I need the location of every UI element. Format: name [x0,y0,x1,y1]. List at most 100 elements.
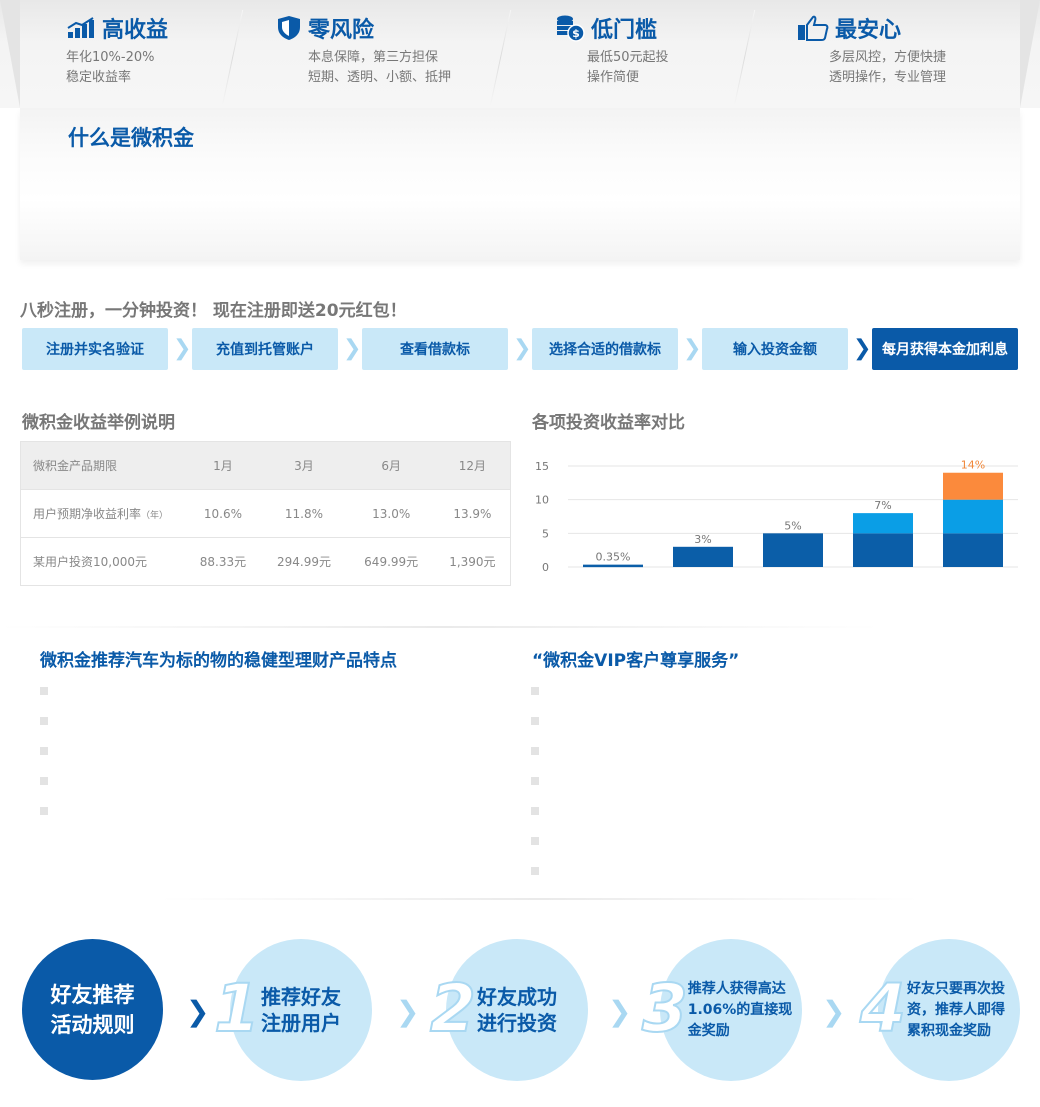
bullet-marker [531,717,539,725]
bullet-marker [531,747,539,755]
table-row-label: 某用户投资10,000元 [20,537,186,586]
bar-chart-icon [67,17,94,38]
register-steps: 注册并实名验证 ❯ 充值到托管账户 ❯ 查看借款标 ❯ 选择合适的借款标 ❯ 输… [22,328,1020,370]
step-register-verify[interactable]: 注册并实名验证 [22,328,168,370]
yield-comparison-chart: 0 5 10 15 0.35% 3% 5% 7% 14% [535,459,1018,574]
feature-peace-of-mind: 最安心 多层风控，方便快捷 透明操作，专业管理 [797,12,946,88]
chart-bar-segment [763,533,823,567]
table-row: 某用户投资10,000元 88.33元 294.99元 649.99元 1,39… [20,537,511,586]
feature-title: 零风险 [308,18,375,43]
table-header-cell: 12月 [434,441,511,490]
bullet-marker [531,867,539,875]
bullet-marker [40,807,48,815]
friend-step-line: 累积现金奖励 [907,1022,991,1039]
friend-step-2: 好友成功 进行投资 [446,939,588,1081]
chevron-right-icon: ❯ [853,336,872,361]
table-cell: 88.33元 [185,537,261,586]
chart-bar-segment [583,564,643,568]
table-header-row: 微积金产品期限 1月 3月 6月 12月 [20,441,511,490]
what-is-title: 什么是微积金 [68,126,194,150]
bullet-marker [40,747,48,755]
feature-divider [221,10,244,106]
feature-desc-line: 本息保障，第三方担保 [308,50,439,65]
section-divider [160,898,920,900]
product-features-title: 微积金推荐汽车为标的物的稳健型理财产品特点 [40,651,397,671]
chart-data-label: 3% [694,533,711,546]
friend-step-line: 好友只要再次投 [907,980,1005,997]
coins-icon: $ [557,15,585,42]
chart-y-tick-label: 0 [542,561,549,574]
step-view-loans[interactable]: 查看借款标 [362,328,508,370]
step-recharge[interactable]: 充值到托管账户 [192,328,338,370]
bullet-marker [40,717,48,725]
chevron-right-icon: ❯ [822,995,846,1028]
table-header-cell: 3月 [260,441,348,490]
feature-desc-line: 透明操作，专业管理 [829,70,947,85]
friend-step-line: 好友成功 [477,985,557,1009]
feature-desc-line: 多层风控，方便快捷 [829,50,947,65]
feature-desc-line: 最低50元起投 [587,50,669,65]
bullet-marker [531,807,539,815]
step-number: 4 [859,970,907,1047]
shield-icon [278,16,300,40]
table-cell: 10.6% [185,489,261,538]
chart-bar-segment [943,533,1003,567]
friend-rules-title-line: 活动规则 [50,1012,135,1037]
register-promo-title: 八秒注册，一分钟投资！ 现在注册即送20元红包！ [20,301,407,321]
chart-bar-segment [853,533,913,567]
chart-data-label: 0.35% [596,551,631,564]
yield-example-table: 微积金产品期限 1月 3月 6月 12月 用户预期净收益利率（年） 10.6% … [20,441,511,586]
chart-data-label: 7% [874,499,891,512]
step-choose-loan[interactable]: 选择合适的借款标 [532,328,678,370]
table-cell: 294.99元 [260,537,348,586]
feature-title: 高收益 [102,18,169,43]
svg-text:$: $ [572,27,580,40]
table-row-label: 用户预期净收益利率（年） [20,489,186,538]
bullet-marker [531,687,539,695]
chevron-right-icon: ❯ [343,336,362,361]
chart-data-label: 5% [784,519,801,532]
friend-step-4: 好友只要再次投 资，推荐人即得 累积现金奖励 [878,939,1020,1081]
friend-step-line: 资，推荐人即得 [907,1001,1005,1018]
chart-bar-segment [943,472,1003,500]
feature-desc-line: 稳定收益率 [66,70,132,85]
feature-low-threshold: $ 低门槛 最低50元起投 操作简便 [555,12,669,88]
step-monthly-return[interactable]: 每月获得本金加利息 [872,328,1018,370]
friend-rules-title-line: 好友推荐 [50,982,135,1007]
bullet-marker [531,777,539,785]
chart-y-tick-label: 10 [535,494,549,507]
chevron-right-icon: ❯ [683,336,702,361]
table-title: 微积金收益举例说明 [22,413,175,433]
chart-bar-segment [853,513,913,534]
friend-step-line: 1.06%的直接现 [687,1001,793,1018]
feature-title: 最安心 [835,18,902,43]
table-header-cell: 6月 [347,441,435,490]
step-enter-amount[interactable]: 输入投资金额 [702,328,848,370]
table-header-cell: 1月 [185,441,261,490]
feature-high-yield: 高收益 年化10%-20% 稳定收益率 [66,12,168,88]
table-cell: 11.8% [260,489,348,538]
banner-fold-right [1020,0,1040,108]
table-cell: 1,390元 [434,537,511,586]
friend-step-line: 推荐好友 [261,985,341,1009]
friend-step-line: 注册用户 [261,1011,341,1035]
chart-bar-segment [943,499,1003,534]
bullet-marker [40,777,48,785]
section-divider [0,626,880,628]
feature-title: 低门槛 [591,18,658,43]
chart-bar-segment [673,546,733,567]
step-number: 3 [641,970,689,1047]
friend-rules-badge: 好友推荐 活动规则 [22,939,163,1080]
friend-step-line: 进行投资 [477,1011,557,1035]
chart-title: 各项投资收益率对比 [532,413,685,433]
chart-data-label: 14% [961,459,985,472]
what-is-panel: 什么是微积金 [20,108,1020,260]
step-number: 1 [213,970,261,1047]
thumbs-up-icon [798,15,829,41]
table-row: 用户预期净收益利率（年） 10.6% 11.8% 13.0% 13.9% [20,489,511,538]
chevron-right-icon: ❯ [186,995,210,1028]
feature-divider [489,10,512,106]
feature-desc-line: 年化10%-20% [66,50,155,65]
table-cell: 13.9% [434,489,511,538]
chevron-right-icon: ❯ [173,336,192,361]
